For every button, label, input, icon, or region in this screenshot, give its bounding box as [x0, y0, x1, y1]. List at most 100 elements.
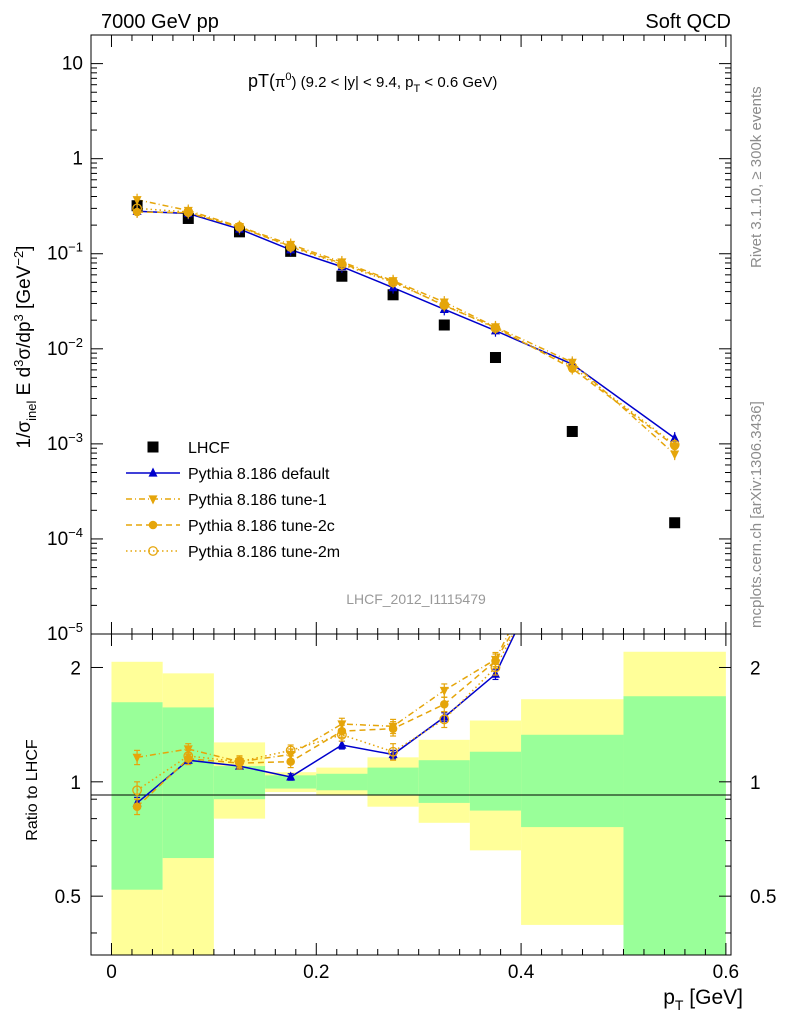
ratio-band-inner	[367, 767, 419, 796]
x-tick-label: 0	[106, 962, 117, 983]
legend-marker	[148, 467, 158, 477]
ratio-band-inner	[213, 766, 266, 800]
title-part-c: 0	[285, 71, 291, 83]
ratio-data-point	[388, 746, 399, 757]
main-data-point	[670, 432, 680, 442]
ratio-plot-frame	[90, 633, 732, 956]
main-data-point	[439, 299, 450, 310]
ratio-y-tick-label-left: 1	[70, 773, 81, 794]
legend: LHCF Pythia 8.186 default Pythia 8.186 tun…	[126, 440, 340, 561]
ratio-band-inner	[316, 773, 368, 791]
legend-label: Pythia 8.186 default	[188, 466, 330, 483]
title-part-a: pT(	[248, 71, 275, 91]
main-plot-frame	[90, 34, 732, 635]
main-data-point	[489, 352, 501, 364]
ratio-data-point	[337, 739, 347, 749]
main-x-axis-ticks	[110, 35, 727, 634]
main-data-point	[438, 319, 450, 331]
main-y-tick-label: 10−5	[47, 620, 83, 645]
x-tick-label: 0.2	[303, 962, 329, 983]
main-y-tick-label: 10−2	[47, 335, 83, 360]
ratio-axes: 0.5 0.5 1 1 2 2 0 0.2 0.4 0.6	[55, 634, 776, 983]
main-plot-area	[131, 193, 681, 529]
chart-title: pT(π0) (9.2 < |y| < 9.4, pT < 0.6 GeV)	[248, 71, 497, 95]
main-data-point	[567, 361, 578, 372]
x-tick-label: 0.4	[508, 962, 535, 983]
main-series-line	[137, 211, 676, 447]
ratio-band-inner	[418, 760, 470, 803]
main-data-point	[285, 241, 296, 252]
ratio-series-line	[136, 634, 513, 808]
ratio-data-point	[440, 700, 449, 709]
main-series-lines	[136, 198, 676, 455]
main-y-tick-label: 10−4	[47, 525, 83, 550]
main-data-point	[566, 425, 578, 437]
ratio-band-inner	[265, 775, 317, 789]
ratio-data-point	[183, 750, 194, 761]
main-data-point	[670, 450, 680, 460]
ratio-band-inner	[521, 734, 624, 828]
ratio-data-point	[490, 662, 501, 673]
x-axis-label: pT [GeV]	[663, 986, 743, 1013]
ratio-data-point	[132, 802, 142, 811]
main-data-point	[183, 207, 194, 217]
legend-label: Pythia 8.186 tune-2m	[188, 544, 340, 561]
main-data-point	[336, 259, 347, 270]
main-data-point	[234, 221, 245, 232]
main-y-axis-label: 1/σinel E d3σ/dp3 [GeV−2]	[11, 246, 39, 449]
ratio-uncertainty-bands	[111, 651, 726, 955]
ratio-data-point	[132, 753, 142, 763]
main-y-tick-label: 1	[72, 149, 83, 170]
ratio-band-inner	[469, 751, 522, 811]
ratio-plot-area	[91, 634, 731, 955]
main-series-markers	[131, 193, 681, 529]
ratio-data-point	[439, 686, 449, 696]
legend-label: Pythia 8.186 tune-2c	[188, 518, 335, 535]
main-y-tick-label: 10−3	[47, 430, 83, 455]
ratio-data-point	[286, 771, 296, 781]
ratio-series-line	[136, 634, 516, 804]
ratio-series-lines	[136, 634, 516, 808]
ratio-band-inner	[162, 707, 214, 859]
ratio-y-tick-label-left: 0.5	[55, 887, 81, 908]
mcplots-label: mcplots.cern.ch [arXiv:1306.3436]	[748, 401, 765, 628]
main-data-point	[490, 323, 501, 334]
analysis-id: LHCF_2012_I1115479	[346, 591, 486, 607]
main-data-point	[669, 439, 680, 450]
title-part-f: < 0.6 GeV)	[420, 74, 497, 91]
ratio-band-inner	[623, 696, 726, 955]
main-data-point	[132, 196, 142, 206]
main-data-point	[388, 277, 399, 288]
header-right: Soft QCD	[645, 11, 731, 33]
ratio-y-tick-label-right: 2	[750, 658, 761, 679]
rivet-label: Rivet 3.1.10, ≥ 300k events	[748, 86, 765, 268]
ratio-y-tick-label-left: 2	[70, 658, 81, 679]
ratio-series-line	[136, 634, 510, 763]
ratio-y-axis-label: Ratio to LHCF	[24, 739, 41, 841]
main-data-point	[669, 517, 681, 529]
ratio-data-point	[285, 745, 296, 756]
main-series-line	[137, 210, 676, 439]
main-y-tick-label: 10−1	[47, 240, 83, 265]
title-part-d: ) (9.2 < |y| < 9.4, p	[291, 74, 413, 91]
x-tick-label: 0.6	[713, 962, 739, 983]
title-part-b: π	[275, 74, 285, 91]
x-label-part-b: T	[675, 997, 684, 1013]
ratio-y-tick-label-right: 1	[750, 773, 761, 794]
main-series-line	[136, 198, 676, 455]
header-left: 7000 GeV pp	[101, 11, 219, 33]
ratio-series-markers	[132, 651, 501, 816]
main-y-axis: 10 1 10−1 10−2 10−3 10−4 10−5	[47, 34, 731, 645]
ratio-data-point	[439, 714, 450, 725]
main-data-point	[132, 203, 143, 214]
legend-marker	[148, 495, 158, 505]
ratio-y-tick-label-right: 0.5	[750, 887, 776, 908]
ratio-data-point	[286, 757, 295, 766]
ratio-data-point	[388, 724, 398, 733]
ratio-data-point	[336, 729, 347, 740]
x-label-part-c: [GeV]	[683, 986, 743, 1009]
legend-label: Pythia 8.186 tune-1	[188, 492, 327, 509]
main-y-tick-label: 10	[62, 54, 83, 75]
x-label-part-a: p	[663, 986, 675, 1009]
